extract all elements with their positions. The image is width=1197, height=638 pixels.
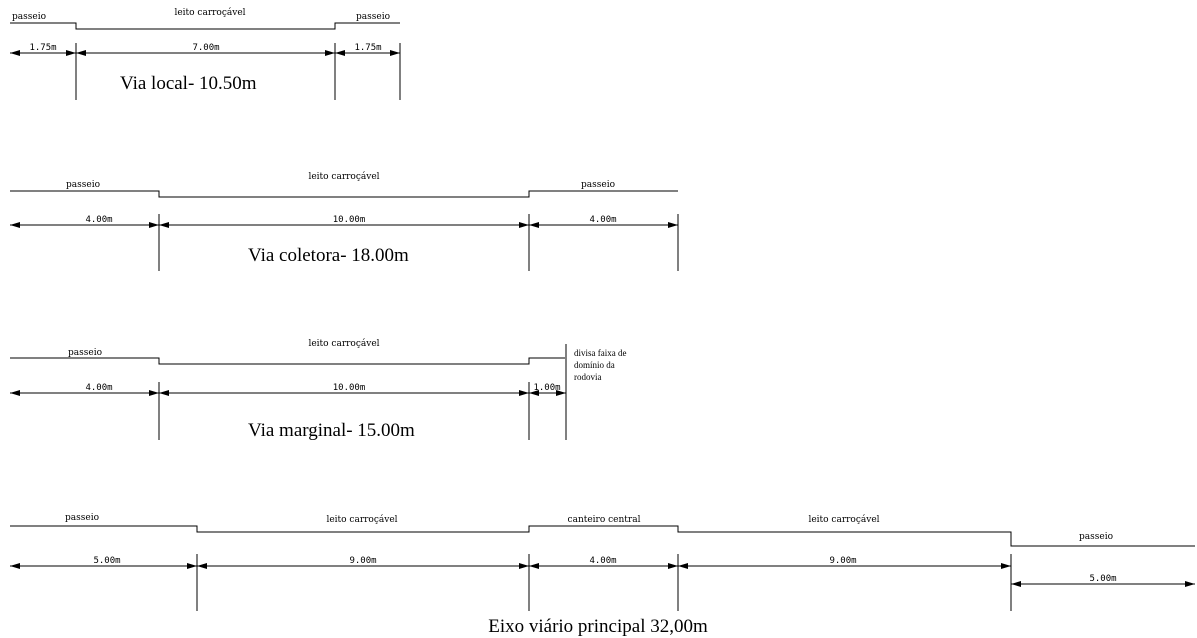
- dimension-text: 1.75m: [354, 43, 381, 53]
- dimension-text: 10.00m: [333, 383, 366, 393]
- section-title: Via marginal- 15.00m: [248, 420, 415, 441]
- dimension-text: 4.00m: [589, 556, 616, 566]
- dimension-text: 5.00m: [93, 556, 120, 566]
- dimension-text: 4.00m: [85, 383, 112, 393]
- section-via-coletora: passeio leito carroçável passeio 4.00m 1…: [10, 171, 679, 271]
- boundary-note-line-3: rodovia: [574, 372, 602, 382]
- section-via-local: passeio leito carroçável passeio 1.75m 7…: [10, 7, 401, 100]
- dimension-text: 1.75m: [29, 43, 56, 53]
- label-passeio-left: passeio: [65, 513, 99, 523]
- dimension-text: 10.00m: [333, 215, 366, 225]
- profile-line: [10, 525, 1195, 547]
- section-eixo-viario-principal: passeio leito carroçável canteiro centra…: [10, 513, 1195, 637]
- section-title: Via coletora- 18.00m: [248, 245, 409, 266]
- label-passeio-left: passeio: [66, 180, 100, 190]
- label-passeio-left: passeio: [12, 12, 46, 22]
- label-leito-carrocavel-right: leito carroçável: [808, 514, 879, 525]
- label-canteiro-central: canteiro central: [568, 515, 641, 525]
- label-leito-carrocavel: leito carroçável: [308, 338, 379, 349]
- profile-line: [10, 357, 565, 365]
- section-title: Eixo viário principal 32,00m: [488, 616, 708, 637]
- dimension-text: 4.00m: [85, 215, 112, 225]
- label-leito-carrocavel: leito carroçável: [174, 7, 245, 18]
- boundary-note-line-2: domínio da: [574, 360, 615, 370]
- dimension-text: 9.00m: [349, 556, 376, 566]
- dimension-text: 4.00m: [589, 215, 616, 225]
- label-passeio: passeio: [68, 348, 102, 358]
- label-passeio-right: passeio: [356, 12, 390, 22]
- section-title: Via local- 10.50m: [120, 73, 257, 94]
- label-passeio-right: passeio: [1079, 532, 1113, 542]
- section-via-marginal: passeio leito carroçável divisa faixa de…: [10, 338, 626, 441]
- dimension-text: 7.00m: [192, 43, 219, 53]
- boundary-note-line-1: divisa faixa de: [574, 348, 626, 358]
- label-leito-carrocavel: leito carroçável: [308, 171, 379, 182]
- dimension-text: 9.00m: [829, 556, 856, 566]
- dimension-text: 1.00m: [533, 383, 560, 393]
- profile-line: [10, 22, 400, 30]
- label-passeio-right: passeio: [581, 180, 615, 190]
- label-leito-carrocavel-left: leito carroçável: [326, 514, 397, 525]
- dimension-text: 5.00m: [1089, 574, 1116, 584]
- profile-line: [10, 190, 678, 198]
